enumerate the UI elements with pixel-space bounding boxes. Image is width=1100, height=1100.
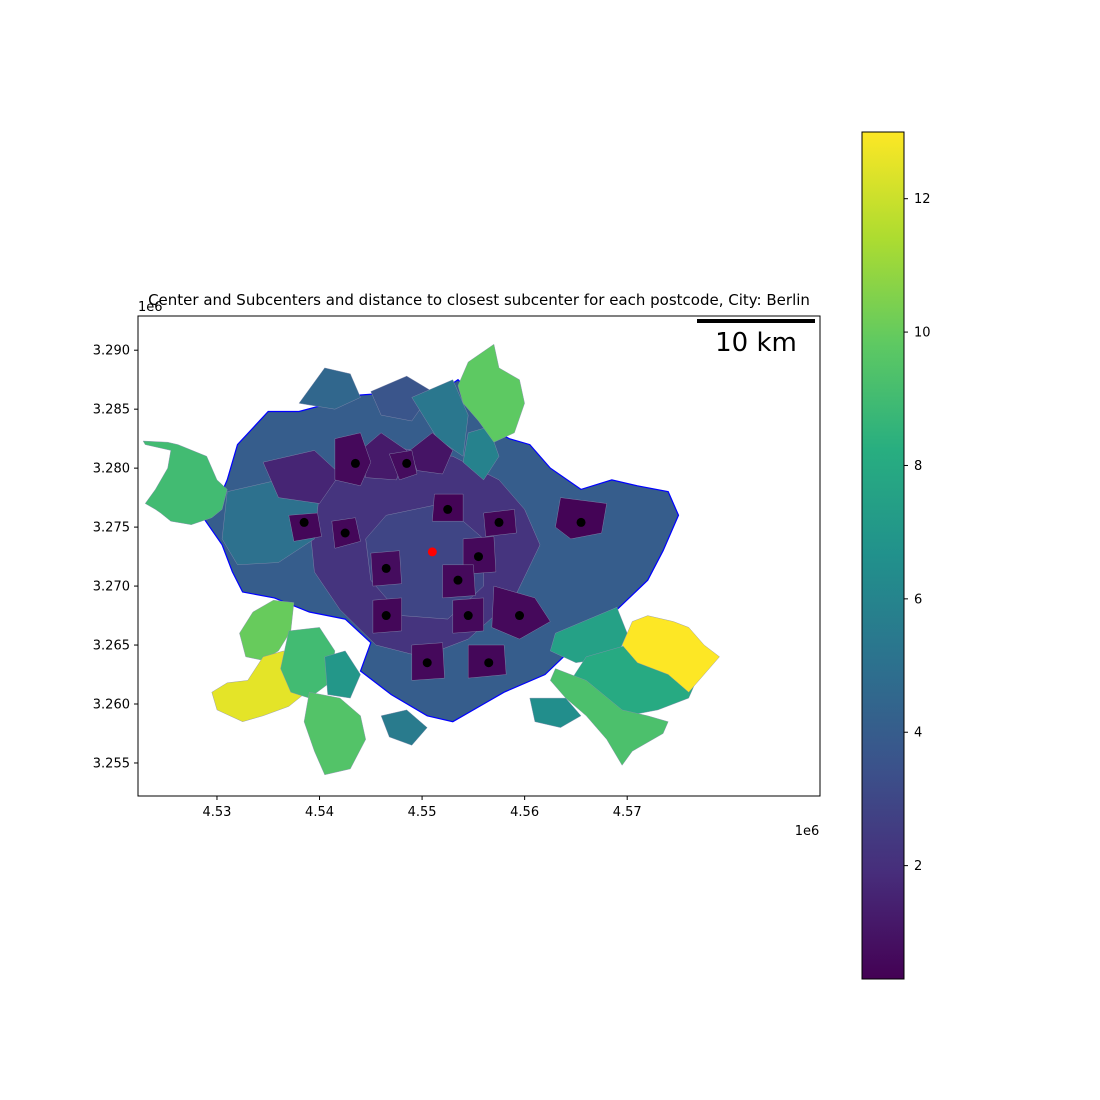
- postcode-region: [262, 450, 341, 504]
- y-tick-label: 3.280: [93, 462, 130, 477]
- subcenter-marker: [484, 658, 494, 668]
- x-tick-label: 4.57: [613, 805, 642, 820]
- postcode-region: [409, 432, 454, 475]
- subcenter-marker: [453, 575, 463, 585]
- subcenter-marker: [422, 658, 432, 668]
- x-tick-label: 4.56: [510, 805, 539, 820]
- colorbar-tick-label: 10: [914, 326, 931, 341]
- colorbar-tick-label: 12: [914, 192, 931, 207]
- colorbar-axis: 2 4 6 8 10 12: [904, 192, 931, 874]
- postcode-region: [288, 512, 322, 542]
- colorbar-tick-label: 6: [914, 592, 922, 607]
- colorbar-tick-label: 4: [914, 726, 922, 741]
- x-tick-label: 4.54: [305, 805, 334, 820]
- postcode-region: [334, 432, 372, 487]
- y-tick-label: 3.290: [93, 344, 130, 359]
- y-tick-label: 3.270: [93, 580, 130, 595]
- postcode-region: [303, 691, 366, 776]
- x-tick-label: 4.55: [408, 805, 437, 820]
- subcenter-marker: [340, 528, 350, 538]
- y-tick-label: 3.255: [93, 756, 130, 771]
- postcode-regions: [142, 343, 720, 776]
- subcenter-marker: [381, 563, 391, 573]
- subcenter-marker: [515, 611, 525, 621]
- subcenter-marker: [443, 504, 453, 514]
- postcode-region: [457, 343, 525, 443]
- postcode-region: [280, 627, 336, 699]
- postcode-region: [621, 615, 720, 693]
- subcenter-marker: [463, 611, 473, 621]
- y-offset-label: 1e6: [138, 300, 163, 315]
- scale-bar-label: 10 km: [715, 328, 797, 358]
- x-axis: 4.53 4.54 4.55 4.56 4.57: [202, 796, 642, 820]
- subcenter-marker: [494, 517, 504, 527]
- subcenter-marker: [350, 458, 360, 468]
- center-marker: [427, 547, 437, 557]
- x-tick-label: 4.53: [202, 805, 231, 820]
- colorbar-tick-label: 8: [914, 459, 922, 474]
- colorbar-tick-label: 2: [914, 859, 922, 874]
- map-layer: [142, 343, 720, 776]
- postcode-region: [142, 440, 228, 525]
- subcenter-marker: [576, 517, 586, 527]
- subcenter-marker: [402, 458, 412, 468]
- postcode-region: [380, 709, 428, 746]
- y-tick-label: 3.260: [93, 698, 130, 713]
- postcode-region: [529, 697, 582, 728]
- subcenter-marker: [381, 611, 391, 621]
- y-tick-label: 3.265: [93, 639, 130, 654]
- postcode-region: [411, 379, 469, 457]
- y-axis: 3.255 3.260 3.265 3.270 3.275 3.280 3.285 3.290: [93, 344, 138, 771]
- colorbar: [861, 131, 905, 980]
- subcenter-marker: [299, 517, 309, 527]
- center-markers: [299, 458, 586, 668]
- y-tick-label: 3.285: [93, 403, 130, 418]
- scale-bar: [697, 319, 815, 323]
- subcenter-marker: [473, 552, 483, 562]
- x-offset-label: 1e6: [795, 824, 820, 839]
- postcode-region: [298, 367, 361, 410]
- y-tick-label: 3.275: [93, 521, 130, 536]
- chart-title: Center and Subcenters and distance to cl…: [148, 291, 810, 309]
- postcode-region: [324, 650, 361, 699]
